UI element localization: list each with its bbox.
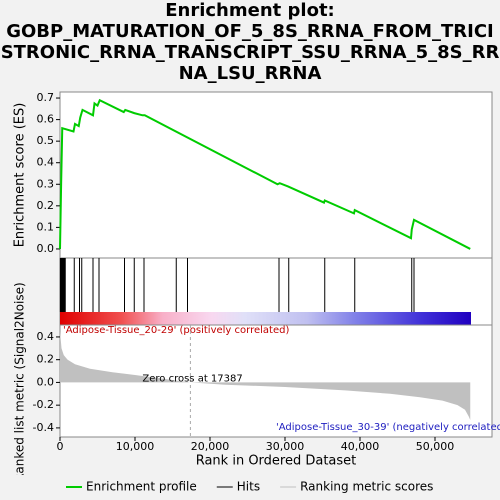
legend-label: Enrichment profile (86, 480, 197, 494)
es-y-label: Enrichment score (ES) (13, 103, 28, 248)
legend-label: Hits (237, 480, 260, 494)
y-tick-label: 0.5 (37, 134, 55, 147)
chart-title: Enrichment plot: GOBP_MATURATION_OF_5_8S… (0, 0, 500, 84)
y-tick-label: 0.0 (37, 375, 55, 388)
x-tick-label: 10,000 (116, 440, 155, 453)
x-tick-label: 30,000 (266, 440, 305, 453)
pos-label: 'Adipose-Tissue_20-29' (positively corre… (63, 325, 289, 336)
y-tick-label: 0.7 (37, 91, 55, 104)
x-tick-label: 50,000 (416, 440, 455, 453)
es-line (59, 98, 471, 250)
y-tick-label: 0.3 (37, 177, 55, 190)
y-tick-label: 0.1 (37, 220, 55, 233)
y-tick-label: -0.2 (33, 398, 54, 411)
y-tick-label: 0.0 (37, 242, 55, 255)
legend-label: Ranking metric scores (300, 480, 433, 494)
y-tick-label: 0.6 (37, 113, 55, 126)
y-tick-label: 0.4 (37, 330, 55, 343)
x-tick-label: 40,000 (341, 440, 380, 453)
y-tick-label: 0.2 (37, 353, 55, 366)
metric-y-label: Ranked list metric (Signal2Noise) (13, 282, 27, 481)
y-tick-label: 0.4 (37, 156, 55, 169)
zero-cross-label: Zero cross at 17387 (142, 373, 242, 384)
neg-label: 'Adipose-Tissue_30-39' (negatively corre… (276, 422, 500, 433)
legend-box (0, 475, 500, 500)
y-tick-label: 0.2 (37, 199, 55, 212)
x-axis-label: Rank in Ordered Dataset (196, 454, 357, 469)
x-tick-label: 20,000 (191, 440, 230, 453)
es-panel (59, 91, 493, 259)
color-bar (60, 312, 471, 325)
y-tick-label: -0.4 (33, 421, 54, 434)
x-tick-label: 0 (57, 440, 64, 453)
